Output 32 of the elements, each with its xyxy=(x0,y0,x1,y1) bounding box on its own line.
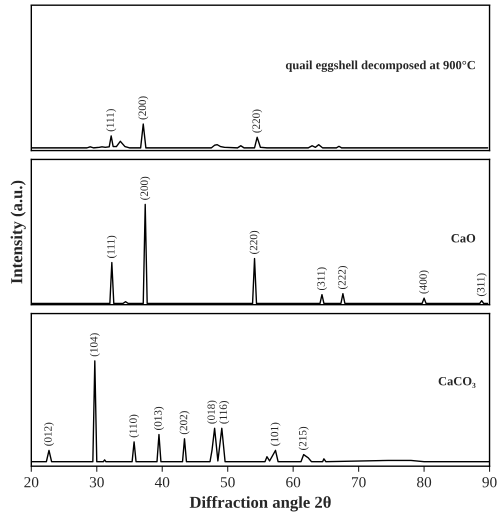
text: quail eggshell decomposed at 900°C xyxy=(286,60,475,72)
annotation: (220) xyxy=(252,110,262,133)
x-tick-label: 90 xyxy=(482,477,497,488)
annotation: (111) xyxy=(106,109,116,132)
annotation: (215) xyxy=(298,426,309,450)
x-tick-label: 60 xyxy=(286,477,300,488)
x-axis-title: Diffraction angle 2θ xyxy=(190,496,331,512)
annotation: (200) xyxy=(138,96,148,120)
annotation: (018) xyxy=(207,400,218,424)
x-tick-label: 20 xyxy=(24,477,38,488)
x-tick-label: 80 xyxy=(417,477,432,488)
annotation: (110) xyxy=(129,414,140,438)
x-tick-label: 40 xyxy=(154,477,170,488)
annotation: (012) xyxy=(44,422,54,446)
x-tick-label: 30 xyxy=(90,477,104,488)
annotation: (311) xyxy=(316,267,327,290)
annotation: (013) xyxy=(154,406,164,430)
annotation: CaCO₃ xyxy=(438,376,476,388)
annotation: (222) xyxy=(338,266,348,290)
annotation: (202) xyxy=(179,411,190,434)
annotation: (101) xyxy=(270,422,281,446)
y-axis-title: Intensity (a.u.) xyxy=(10,180,26,284)
x-tick-label: 50 xyxy=(220,477,235,488)
annotation: (104) xyxy=(90,333,100,356)
annotation: (111) xyxy=(106,236,117,258)
annotation: (200) xyxy=(140,176,150,200)
annotation: (311) xyxy=(476,273,487,296)
annotation: (400) xyxy=(419,270,430,294)
x-tick-label: 70 xyxy=(352,477,366,488)
annotation: (116) xyxy=(219,400,230,424)
annotation: CaO xyxy=(451,234,476,242)
annotation: (220) xyxy=(250,230,260,254)
